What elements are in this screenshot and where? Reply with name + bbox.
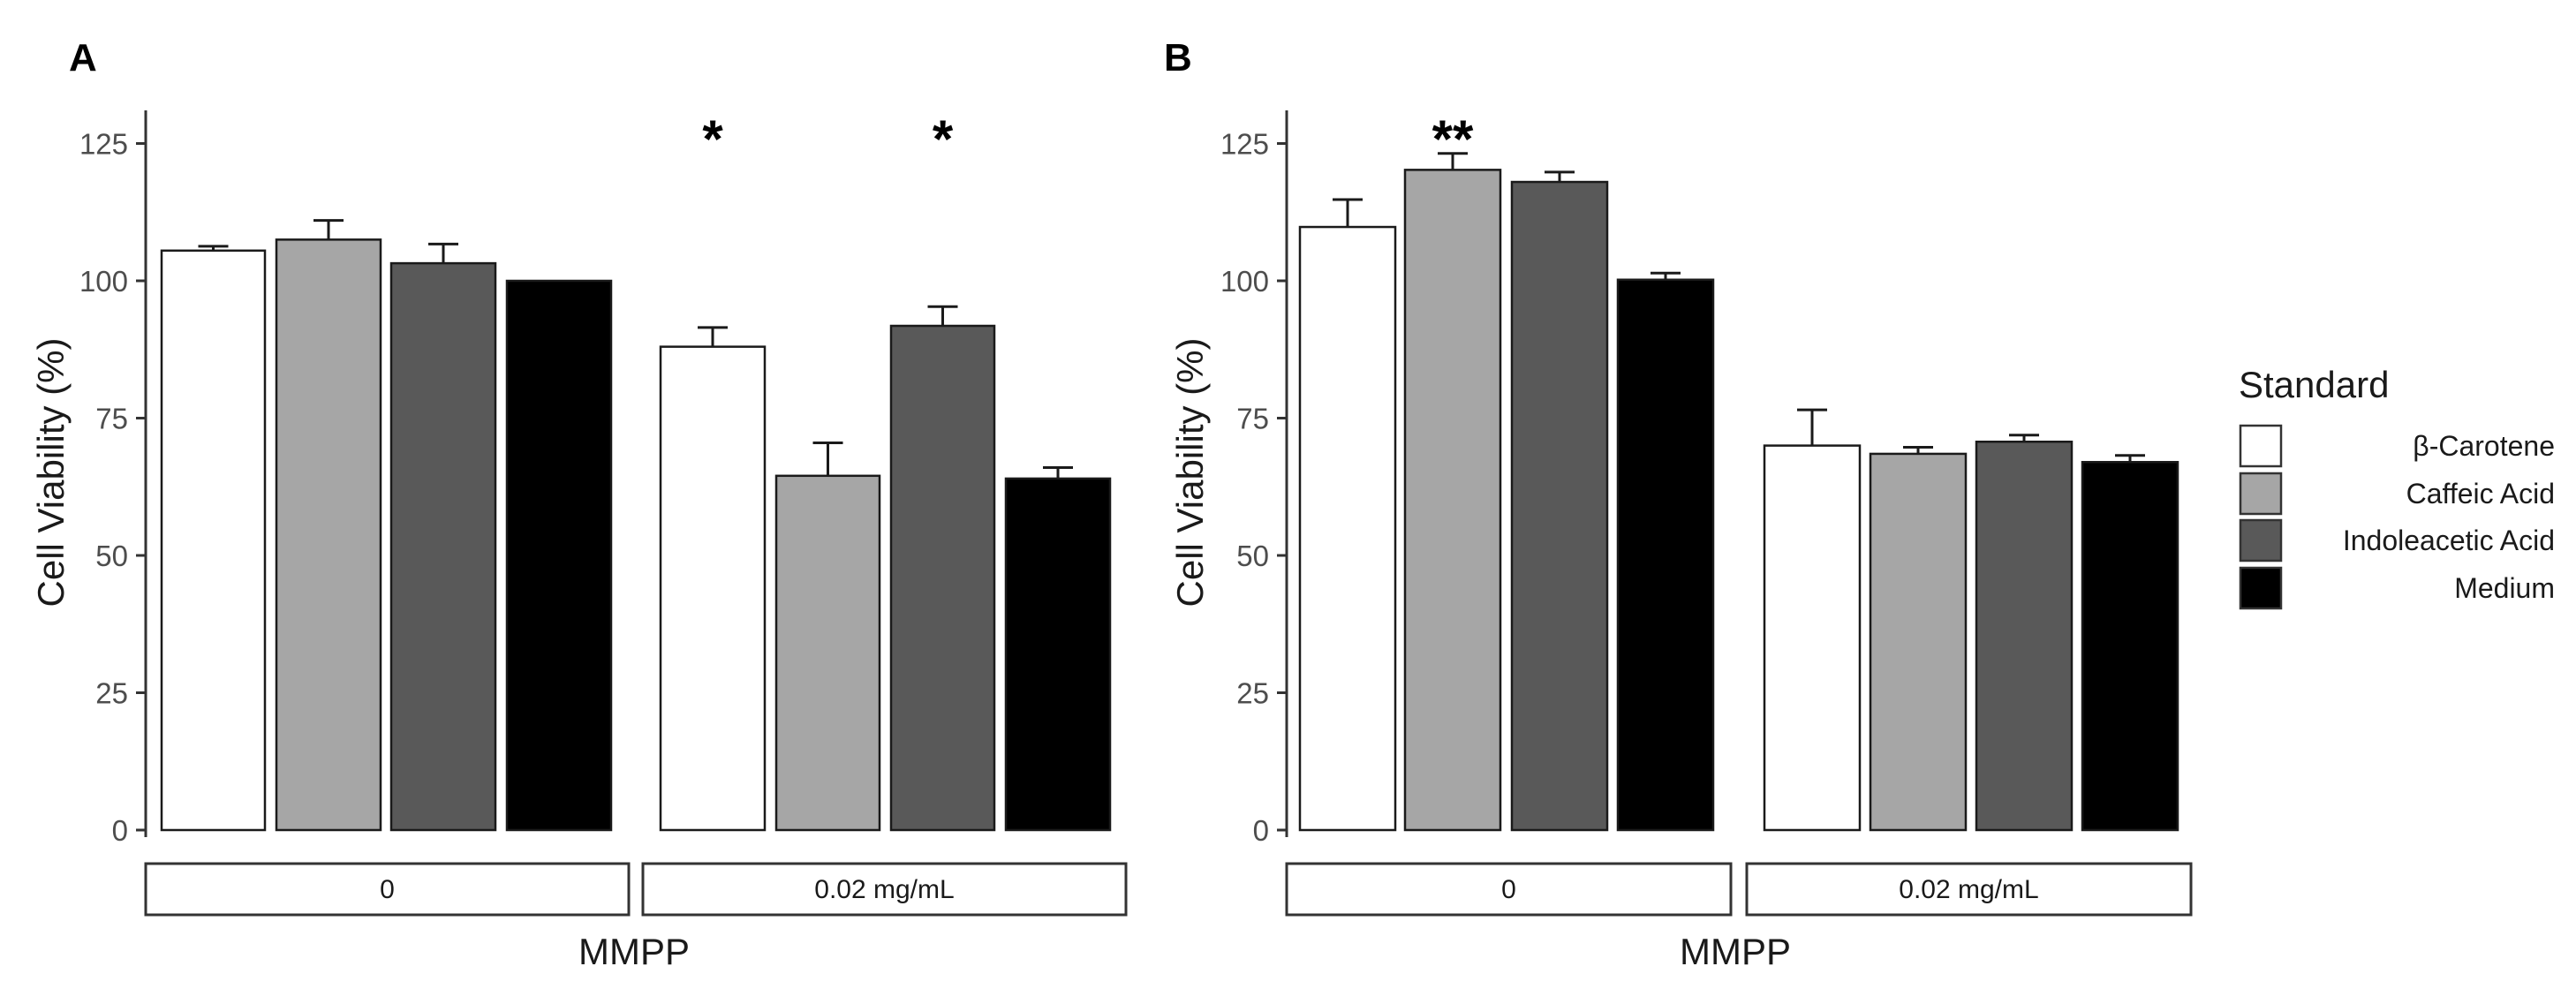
y-tick-label: 125	[1220, 128, 1269, 161]
y-tick-label: 25	[1236, 677, 1269, 710]
panel-b: B Cell Viability (%) MMPP 0255075100125 …	[1164, 36, 2193, 972]
facet-strip	[641, 862, 1128, 917]
facet-strip	[144, 862, 631, 917]
panel-a-x-axis-title: MMPP	[578, 931, 690, 972]
facet-strip-label: 0	[380, 875, 395, 904]
panel-b-y-axis-title: Cell Viability (%)	[1169, 338, 1211, 608]
legend: Standard β-Carotene Caffeic Acid Indoleace…	[2239, 364, 2555, 610]
significance-mark: **	[1432, 109, 1474, 169]
y-tick-label: 25	[95, 677, 128, 710]
significance-mark: *	[933, 109, 954, 169]
legend-swatch	[2239, 424, 2283, 468]
panel-b-label: B	[1164, 36, 1192, 79]
bar-caffeic-acid	[275, 238, 382, 832]
bar-caffeic-acid	[1403, 169, 1502, 832]
y-tick-label: 100	[79, 265, 128, 298]
legend-label: β-Carotene	[2413, 430, 2555, 462]
bar-medium	[505, 279, 613, 832]
y-tick-label: 50	[95, 540, 128, 572]
bar-caffeic-acid	[774, 474, 881, 832]
y-tick-label: 0	[1253, 814, 1269, 847]
y-tick-label: 100	[1220, 265, 1269, 298]
legend-swatch	[2239, 566, 2283, 610]
facet-strip-label: 0.02 mg/mL	[1899, 875, 2038, 904]
bar-indoleacetic-acid	[1510, 180, 1609, 832]
panel-a-label: A	[69, 36, 97, 79]
y-tick-label: 75	[95, 403, 128, 435]
facet-strip-label: 0.02 mg/mL	[814, 875, 954, 904]
legend-label: Medium	[2454, 572, 2555, 604]
bar--carotene	[160, 249, 267, 832]
panel-a: A Cell Viability (%) MMPP 0255075100125 …	[30, 36, 1128, 972]
bar-medium	[2081, 461, 2179, 832]
bar--carotene	[1763, 444, 1862, 832]
legend-swatch	[2239, 518, 2283, 562]
facet-strip	[1285, 862, 1733, 917]
bar-medium	[1616, 278, 1715, 832]
y-tick-label: 50	[1236, 540, 1269, 572]
panel-a-y-axis-title: Cell Viability (%)	[30, 338, 72, 608]
y-tick-label: 75	[1236, 403, 1269, 435]
legend-title: Standard	[2239, 364, 2389, 405]
bar-medium	[1004, 477, 1112, 832]
bar-caffeic-acid	[1869, 452, 1968, 832]
legend-label: Indoleacetic Acid	[2343, 525, 2555, 556]
bar-indoleacetic-acid	[389, 261, 497, 832]
significance-mark: *	[702, 109, 723, 169]
y-tick-label: 125	[79, 128, 128, 161]
legend-label: Caffeic Acid	[2406, 478, 2555, 510]
facet-strip	[1745, 862, 2193, 917]
bar--carotene	[659, 345, 767, 832]
legend-swatch	[2239, 472, 2283, 516]
panel-b-x-axis-title: MMPP	[1680, 931, 1791, 972]
bar-indoleacetic-acid	[889, 324, 996, 832]
y-tick-label: 0	[112, 814, 128, 847]
facet-strip-label: 0	[1501, 875, 1516, 904]
bar-indoleacetic-acid	[1975, 440, 2074, 832]
bar--carotene	[1298, 225, 1397, 832]
